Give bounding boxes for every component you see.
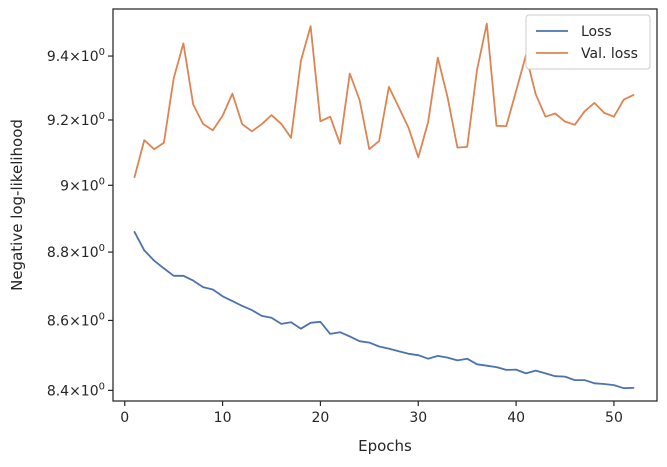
x-tick-label: 40 [507,410,525,426]
x-tick-label: 50 [605,410,623,426]
x-tick-label: 20 [312,410,330,426]
y-tick-label: 8.6×100 [47,311,105,329]
x-axis-label: Epochs [358,437,412,455]
y-tick-label: 9×100 [60,176,105,194]
plot-frame [112,8,658,402]
x-tick-label: 30 [409,410,427,426]
x-tick-label: 0 [120,410,129,426]
legend: Loss Val. loss [525,14,651,70]
legend-label-loss: Loss [581,24,612,40]
series-line-val-loss [133,22,635,179]
x-tick-label: 10 [214,410,232,426]
y-axis-label: Negative log-likelihood [8,119,26,291]
y-tick-label: 8.4×100 [47,381,105,399]
legend-label-val-loss: Val. loss [581,46,638,62]
y-axis: 8.4×100 8.6×100 8.8×100 9×100 9.2×100 9.4×100 [47,47,113,399]
x-axis: 0 10 20 30 40 50 [120,401,623,426]
series-line-loss [133,230,635,390]
y-tick-label: 8.8×100 [47,243,105,261]
plot-marks [133,22,635,390]
legend-box [525,14,651,70]
y-tick-label: 9.2×100 [47,111,105,129]
y-tick-label: 9.4×100 [47,47,105,65]
